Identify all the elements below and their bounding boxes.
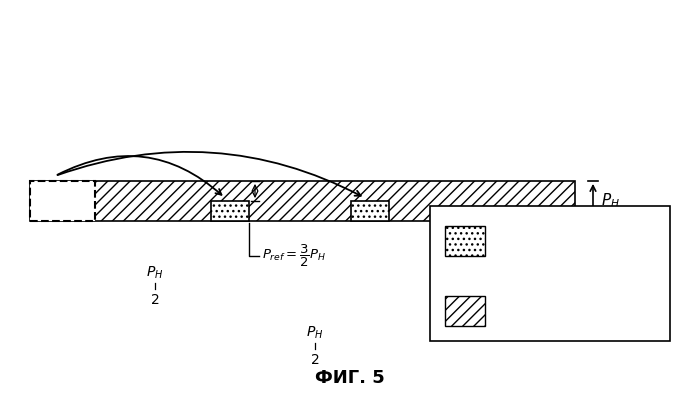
- Bar: [351, 201, 389, 221]
- Text: $P_{ref} = \dfrac{3}{2} P_H$: $P_{ref} = \dfrac{3}{2} P_H$: [262, 243, 326, 269]
- Text: ФИГ. 5: ФИГ. 5: [315, 369, 385, 387]
- Bar: [445, 296, 485, 326]
- Bar: [211, 201, 249, 221]
- Text: ОПОРНЫЙ
СИГНАЛ: ОПОРНЫЙ СИГНАЛ: [497, 230, 556, 252]
- Bar: [30, 181, 95, 221]
- Bar: [430, 206, 670, 341]
- Bar: [30, 181, 575, 221]
- Text: $P_H$: $P_H$: [307, 325, 323, 341]
- Text: $P_H$: $P_H$: [601, 192, 620, 210]
- Text: $P_H$: $P_H$: [146, 265, 164, 281]
- Bar: [445, 226, 485, 256]
- Text: СИГНАЛ ДАННЫХ: СИГНАЛ ДАННЫХ: [497, 306, 598, 316]
- Text: $2$: $2$: [310, 353, 320, 367]
- Text: $2$: $2$: [150, 293, 160, 307]
